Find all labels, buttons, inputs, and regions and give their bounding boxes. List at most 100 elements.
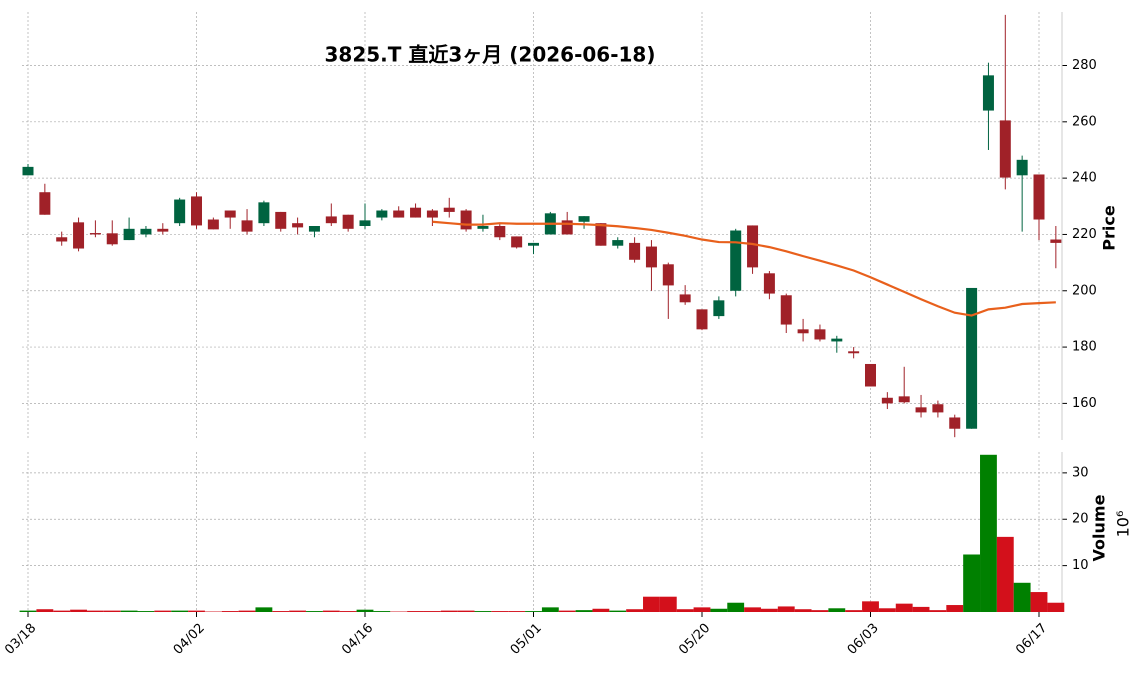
candle-body	[511, 236, 522, 247]
candle-body	[275, 212, 286, 229]
volume-bar	[559, 611, 576, 612]
candle-body	[39, 192, 50, 215]
volume-bar	[525, 611, 542, 612]
volume-bar	[727, 603, 744, 612]
candle-body	[292, 223, 303, 227]
candle-body	[680, 294, 691, 302]
candle-body	[562, 220, 573, 234]
y-axis-label: Volume	[1090, 494, 1109, 561]
candle-body	[225, 211, 236, 218]
candle-body	[73, 222, 84, 248]
candle-body	[781, 295, 792, 324]
candle-body	[764, 273, 775, 293]
y-tick-label: 160	[1072, 396, 1097, 411]
volume-bar	[424, 611, 441, 612]
volume-bar	[138, 611, 155, 612]
volume-bar	[744, 607, 761, 612]
y-tick-label: 220	[1072, 227, 1097, 242]
volume-bar	[1047, 603, 1064, 612]
candle-body	[23, 167, 34, 175]
candle-body	[427, 211, 438, 218]
candle-body	[494, 226, 505, 237]
volume-bar	[913, 607, 930, 612]
candle-body	[612, 240, 623, 246]
volume-bar	[879, 608, 896, 612]
volume-bar	[609, 611, 626, 612]
candle-body	[798, 329, 809, 333]
candle-body	[326, 216, 337, 223]
candle-body	[932, 404, 943, 412]
candle-body	[309, 226, 320, 232]
moving-average-line	[432, 222, 1055, 316]
axis-scale-label: 10⁶	[1114, 511, 1133, 538]
y-tick-label: 180	[1072, 340, 1097, 355]
volume-bar	[660, 597, 677, 612]
y-tick-label: 30	[1072, 465, 1089, 480]
volume-bar	[845, 610, 862, 612]
candle-body	[461, 211, 472, 230]
candle-body	[663, 264, 674, 285]
candle-body	[966, 288, 977, 429]
candle-body	[713, 300, 724, 316]
candle-body	[848, 351, 859, 353]
candle-body	[730, 231, 741, 291]
volume-bar	[491, 611, 508, 612]
candle-body	[157, 229, 168, 232]
volume-bar	[441, 611, 458, 612]
volume-bar	[36, 609, 53, 612]
volume-bar	[255, 607, 272, 612]
candle-body	[124, 229, 135, 240]
volume-bar	[929, 610, 946, 612]
y-axis-label: Price	[1100, 205, 1119, 251]
candle-body	[595, 223, 606, 246]
candle-body	[916, 407, 927, 412]
volume-bar	[643, 597, 660, 612]
x-tick-label: 05/20	[676, 621, 713, 658]
volume-bar	[323, 611, 340, 612]
volume-bar	[70, 610, 87, 612]
volume-bar	[963, 554, 980, 612]
volume-bar	[222, 611, 239, 612]
y-tick-label: 10	[1072, 558, 1089, 573]
candle-body	[393, 211, 404, 218]
volume-bar	[592, 609, 609, 612]
candle-body	[191, 196, 202, 225]
candle-body	[1017, 160, 1028, 175]
volume-bar	[289, 611, 306, 612]
y-tick-label: 260	[1072, 114, 1097, 129]
volume-bar	[997, 537, 1014, 612]
x-tick-label: 04/02	[171, 621, 208, 658]
candle-body	[376, 211, 387, 218]
volume-bar	[946, 605, 963, 612]
chart-title: 3825.T 直近3ヶ月 (2026-06-18)	[325, 43, 656, 67]
volume-bar	[626, 609, 643, 612]
candle-body	[528, 243, 539, 246]
candle-body	[747, 225, 758, 267]
candle-body	[1050, 240, 1061, 243]
volume-bar	[828, 608, 845, 612]
volume-bar	[862, 601, 879, 612]
candle-body	[140, 229, 151, 235]
candle-body	[899, 396, 910, 402]
y-tick-label: 240	[1072, 171, 1097, 186]
volume-bar	[188, 611, 205, 612]
candle-body	[1034, 174, 1045, 219]
candle-body	[949, 417, 960, 428]
volume-bar	[778, 606, 795, 612]
x-tick-label: 06/03	[845, 621, 882, 658]
volume-bar	[980, 455, 997, 612]
candle-body	[410, 208, 421, 218]
volume-bar	[407, 611, 424, 612]
volume-bar	[373, 611, 390, 612]
candle-body	[258, 202, 269, 223]
candle-body	[882, 398, 893, 404]
candle-body	[983, 75, 994, 110]
candle-body	[107, 233, 118, 244]
volume-bar	[1014, 583, 1031, 612]
candle-body	[242, 220, 253, 231]
volume-bar	[812, 610, 829, 612]
candle-body	[697, 309, 708, 329]
volume-bar	[239, 611, 256, 612]
candle-body	[90, 233, 101, 234]
